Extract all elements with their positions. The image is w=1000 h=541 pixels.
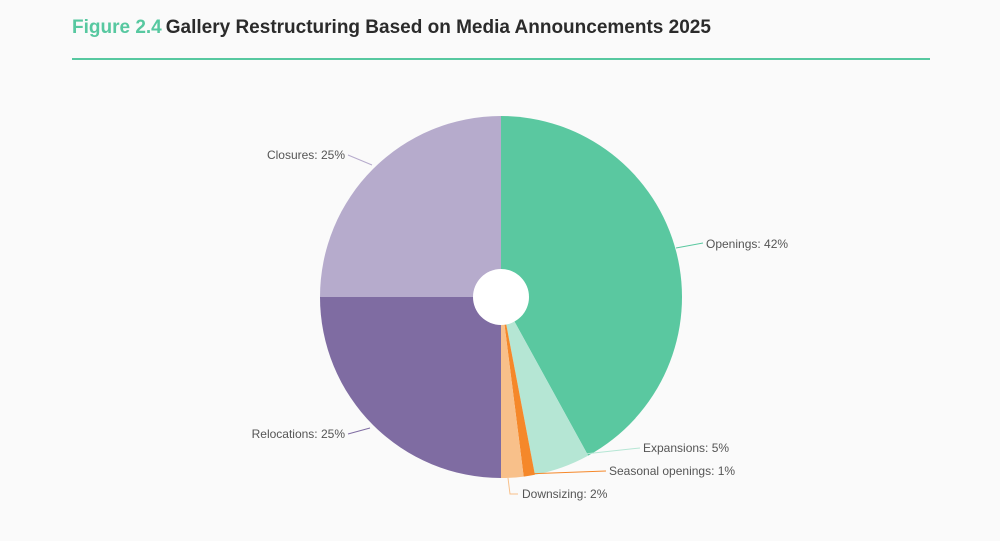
pie-slice-seasonal-openings [501,297,535,477]
chart-header: Figure 2.4 Gallery Restructuring Based on… [72,14,930,42]
leader-line-relocations [347,427,371,435]
figure-title: Gallery Restructuring Based on Media Ann… [165,17,711,38]
slice-label-openings: Openings: 42% [706,237,788,251]
pie-slice-openings [501,116,682,456]
pie-slice-closures [320,116,501,297]
donut-hole [473,269,529,325]
slice-label-expansions: Expansions: 5% [643,441,729,455]
slice-label-downsizing: Downsizing: 2% [522,487,608,501]
slice-label-relocations: Relocations: 25% [252,427,346,441]
leader-line-expansions [565,447,641,457]
pie-slice-expansions [501,297,589,475]
leader-line-downsizing [507,477,518,495]
slice-label-seasonal-openings: Seasonal openings: 1% [609,464,735,478]
figure-label: Figure 2.4 [72,17,162,38]
leader-line-closures [347,154,373,166]
pie-slice-relocations [320,297,501,478]
pie-slice-downsizing [501,297,524,478]
title-divider [72,58,930,60]
slice-label-closures: Closures: 25% [267,148,345,162]
leader-line-openings [675,242,704,249]
pie-slices [320,116,682,478]
chart-title: Figure 2.4 Gallery Restructuring Based on… [72,14,930,42]
leader-line-seasonal-openings [524,470,607,475]
